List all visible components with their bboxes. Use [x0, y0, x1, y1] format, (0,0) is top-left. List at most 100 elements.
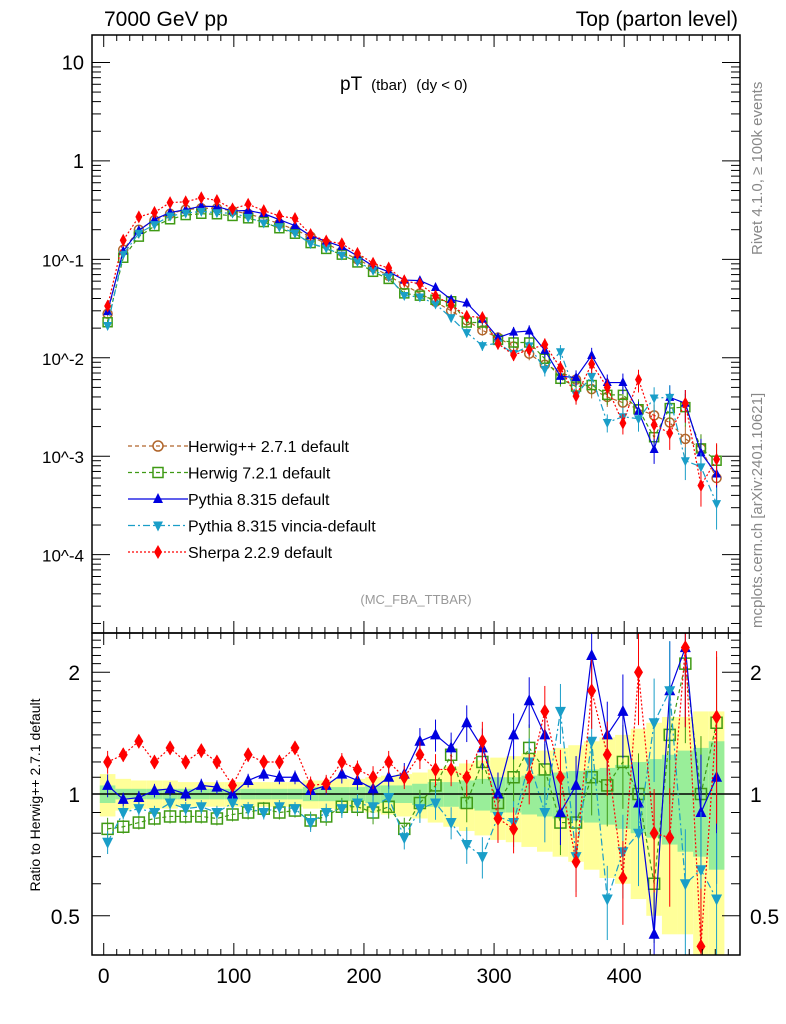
marker-diamond: [650, 418, 658, 432]
marker-triangle-down: [648, 718, 660, 730]
marker-triangle-down: [712, 500, 722, 510]
marker-diamond: [196, 743, 206, 759]
marker-triangle-down: [336, 804, 348, 816]
ratio-line-1: [107, 663, 718, 884]
marker-triangle-down: [289, 804, 301, 816]
x-tick-label: 0: [98, 965, 110, 988]
marker-diamond: [181, 754, 191, 770]
marker-triangle-down: [149, 221, 159, 231]
marker-diamond: [307, 228, 315, 242]
marker-diamond: [446, 761, 456, 777]
marker-triangle-down: [555, 348, 565, 358]
marker-triangle-down: [695, 865, 707, 877]
x-tick-label: 400: [607, 965, 642, 988]
marker-triangle-down: [446, 314, 456, 324]
marker-triangle-down: [258, 808, 270, 820]
marker-triangle-down: [634, 415, 644, 425]
marker-triangle-down: [181, 209, 191, 219]
series-line-3: [107, 210, 718, 504]
marker-triangle-down: [477, 342, 487, 352]
marker-diamond: [587, 683, 597, 699]
marker-circle: [680, 433, 691, 445]
marker-diamond: [166, 196, 174, 210]
marker-triangle-down: [180, 804, 192, 816]
marker-square: [460, 796, 473, 810]
title-sub: (tbar): [371, 77, 407, 94]
marker-diamond: [510, 348, 518, 362]
marker-triangle-up: [492, 787, 504, 799]
marker-diamond: [588, 357, 596, 371]
marker-diamond: [696, 938, 706, 954]
marker-triangle-down: [134, 229, 144, 239]
marker-diamond: [338, 237, 346, 251]
marker-diamond: [618, 870, 628, 886]
marker-diamond: [697, 479, 705, 493]
marker-triangle-up: [461, 716, 473, 728]
marker-triangle-down: [337, 251, 347, 261]
marker-diamond: [416, 277, 424, 291]
marker-triangle-down: [352, 258, 362, 268]
marker-square: [152, 466, 164, 479]
marker-triangle-up: [587, 349, 597, 359]
marker-triangle-up: [648, 927, 660, 939]
marker-triangle-up: [524, 325, 534, 335]
marker-diamond: [306, 777, 316, 793]
marker-triangle-down: [306, 240, 316, 250]
ratio-tick-label-right: 0.5: [750, 906, 779, 929]
marker-triangle-down: [211, 808, 223, 820]
series-line-0: [107, 207, 718, 479]
marker-triangle-down: [679, 879, 691, 891]
marker-triangle-up: [196, 200, 206, 210]
marker-triangle-up: [383, 770, 395, 782]
ratio-line-4: [107, 647, 718, 947]
marker-diamond: [525, 343, 533, 357]
ratio-ylabel: Ratio to Herwig++ 2.7.1 default: [27, 698, 43, 891]
marker-diamond: [619, 416, 627, 430]
marker-diamond: [149, 754, 159, 770]
marker-triangle-down: [540, 365, 550, 375]
marker-diamond: [415, 747, 425, 763]
marker-diamond: [150, 205, 158, 219]
marker-triangle-down: [539, 808, 551, 820]
title-cond: (dy < 0): [416, 77, 467, 94]
marker-triangle-up: [102, 778, 114, 790]
marker-triangle-down: [118, 250, 128, 260]
marker-diamond: [368, 769, 378, 785]
marker-triangle-down: [431, 300, 441, 310]
marker-diamond: [135, 210, 143, 224]
marker-triangle-down: [633, 828, 645, 840]
marker-diamond: [322, 234, 330, 248]
marker-triangle-down: [680, 457, 690, 467]
marker-triangle-up: [695, 806, 707, 818]
marker-diamond: [556, 361, 564, 375]
marker-triangle-up: [554, 806, 566, 818]
marker-diamond: [274, 754, 284, 770]
marker-triangle-up: [258, 767, 270, 779]
marker-triangle-down: [649, 394, 659, 404]
marker-diamond: [477, 733, 487, 749]
legend-label: Herwig++ 2.7.1 default: [188, 439, 350, 456]
main-panel: [102, 191, 722, 530]
marker-triangle-up: [195, 778, 207, 790]
marker-diamond: [229, 202, 237, 216]
marker-diamond: [369, 256, 377, 270]
marker-diamond: [212, 754, 222, 770]
header-right: Top (parton level): [576, 8, 738, 31]
marker-triangle-down: [242, 804, 254, 816]
marker-triangle-down: [430, 798, 442, 810]
marker-triangle-down: [398, 833, 410, 845]
marker-diamond: [259, 754, 269, 770]
marker-diamond: [602, 747, 612, 763]
marker-triangle-up: [180, 787, 192, 799]
marker-triangle-down: [259, 219, 269, 229]
marker-triangle-down: [384, 273, 394, 283]
marker-diamond: [509, 821, 519, 837]
title-main: pT: [340, 74, 363, 95]
marker-triangle-down: [102, 837, 114, 849]
marker-triangle-down: [165, 212, 175, 222]
marker-diamond: [494, 337, 502, 351]
marker-diamond: [541, 338, 549, 352]
y-tick-label: 10: [62, 52, 84, 74]
marker-triangle-up: [493, 332, 503, 342]
marker-triangle-up: [430, 728, 442, 740]
